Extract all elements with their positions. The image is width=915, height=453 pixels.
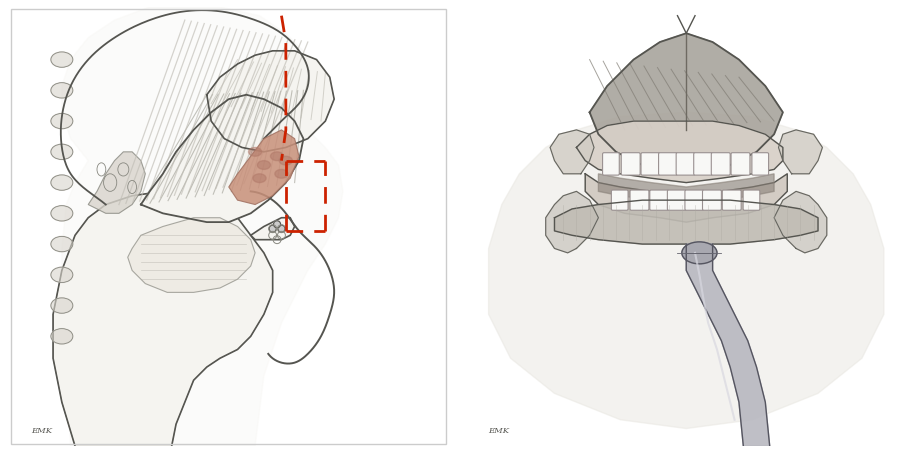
Circle shape	[274, 221, 281, 228]
Polygon shape	[62, 7, 343, 446]
Ellipse shape	[51, 267, 73, 283]
Polygon shape	[141, 95, 304, 222]
Polygon shape	[545, 191, 598, 253]
FancyBboxPatch shape	[752, 153, 769, 175]
Polygon shape	[779, 130, 823, 174]
Polygon shape	[550, 130, 594, 174]
Ellipse shape	[51, 298, 73, 313]
FancyBboxPatch shape	[630, 190, 649, 210]
Ellipse shape	[274, 169, 288, 178]
Ellipse shape	[51, 52, 73, 67]
Text: EMK: EMK	[31, 427, 52, 435]
Ellipse shape	[253, 174, 266, 183]
Polygon shape	[207, 51, 334, 152]
Text: EMK: EMK	[489, 427, 510, 435]
Ellipse shape	[51, 113, 73, 129]
Polygon shape	[774, 191, 827, 253]
Ellipse shape	[257, 161, 271, 169]
Ellipse shape	[271, 152, 284, 161]
Ellipse shape	[682, 242, 717, 264]
Polygon shape	[88, 152, 145, 213]
FancyBboxPatch shape	[685, 190, 704, 210]
Polygon shape	[489, 112, 884, 429]
FancyBboxPatch shape	[731, 153, 750, 175]
FancyBboxPatch shape	[711, 153, 730, 175]
FancyBboxPatch shape	[603, 153, 619, 175]
Ellipse shape	[51, 328, 73, 344]
FancyBboxPatch shape	[743, 190, 759, 210]
FancyBboxPatch shape	[667, 190, 686, 210]
FancyBboxPatch shape	[641, 153, 660, 175]
Ellipse shape	[51, 175, 73, 190]
Circle shape	[269, 225, 276, 232]
Ellipse shape	[51, 236, 73, 252]
FancyBboxPatch shape	[694, 153, 713, 175]
FancyBboxPatch shape	[611, 190, 628, 210]
Polygon shape	[576, 121, 783, 183]
Ellipse shape	[249, 147, 262, 156]
FancyBboxPatch shape	[676, 153, 695, 175]
Polygon shape	[251, 218, 295, 240]
Circle shape	[278, 225, 285, 232]
Polygon shape	[686, 244, 770, 446]
Polygon shape	[598, 174, 774, 205]
Ellipse shape	[279, 156, 293, 165]
Polygon shape	[229, 130, 299, 205]
FancyBboxPatch shape	[650, 190, 669, 210]
FancyBboxPatch shape	[659, 153, 677, 175]
Polygon shape	[589, 33, 783, 174]
Ellipse shape	[51, 144, 73, 159]
Polygon shape	[128, 218, 255, 292]
FancyBboxPatch shape	[703, 190, 721, 210]
Ellipse shape	[51, 82, 73, 98]
Polygon shape	[586, 174, 787, 222]
Polygon shape	[53, 191, 273, 446]
FancyBboxPatch shape	[621, 153, 640, 175]
Ellipse shape	[51, 206, 73, 221]
Polygon shape	[554, 200, 818, 244]
FancyBboxPatch shape	[722, 190, 741, 210]
